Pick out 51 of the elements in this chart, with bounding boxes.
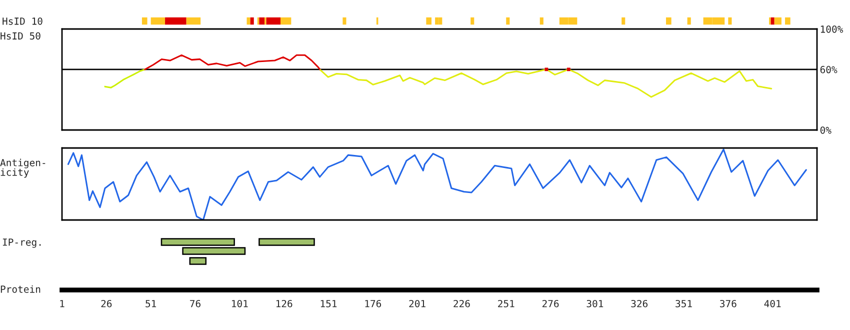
x-tick-label: 226 [454, 300, 470, 308]
y-tick-label: IP-reg. [2, 238, 41, 248]
bar [540, 17, 544, 25]
y-tick-label: HsID 10 [2, 18, 42, 25]
x-tick-label: 401 [764, 300, 781, 308]
x-tick-label: 201 [409, 300, 426, 308]
line-series [104, 68, 146, 88]
bar [774, 17, 782, 25]
y-tick-label: 100% [820, 26, 844, 33]
bar [342, 17, 346, 25]
x-tick-label: 351 [676, 300, 692, 308]
bar [259, 17, 265, 25]
x-tick-label: 151 [320, 300, 337, 308]
x-tick-label: 376 [720, 300, 736, 308]
x-tick-label: 326 [631, 300, 648, 308]
bar [142, 17, 148, 25]
y-axis-title: Antigen- icity [0, 158, 46, 178]
bar [280, 17, 292, 25]
bar [666, 17, 672, 25]
x-tick-label: 301 [586, 300, 604, 308]
bar [426, 17, 432, 25]
bar [438, 17, 442, 25]
bar [150, 17, 166, 25]
x-tick-label: 251 [498, 300, 514, 308]
bar [186, 17, 201, 25]
bar [785, 17, 790, 25]
x-tick-label: 26 [101, 300, 112, 308]
bar [770, 17, 774, 25]
bar [435, 17, 439, 25]
y-axis-title: HsID 50 [0, 32, 40, 40]
bar [250, 17, 254, 25]
y-tick-label: 60% [820, 66, 838, 74]
x-tick-label: 101 [232, 300, 248, 308]
x-tick-label: 51 [146, 300, 156, 308]
line-series [144, 54, 322, 71]
bar [687, 17, 691, 25]
bar [506, 17, 510, 25]
bar [246, 17, 250, 25]
x-tick-label: 176 [365, 300, 382, 308]
x-tick-label: 76 [190, 300, 200, 308]
bar [728, 17, 732, 25]
line-series [320, 68, 772, 98]
y-tick-label: 0% [820, 126, 832, 134]
bar [266, 17, 281, 25]
bar [622, 17, 626, 25]
bar [470, 17, 474, 25]
x-tick-label: 1 [60, 300, 64, 308]
x-tick-label: 126 [276, 300, 292, 308]
bar [165, 17, 186, 25]
x-axis-title: Protein [0, 285, 40, 293]
x-tick-label: 276 [542, 300, 559, 308]
